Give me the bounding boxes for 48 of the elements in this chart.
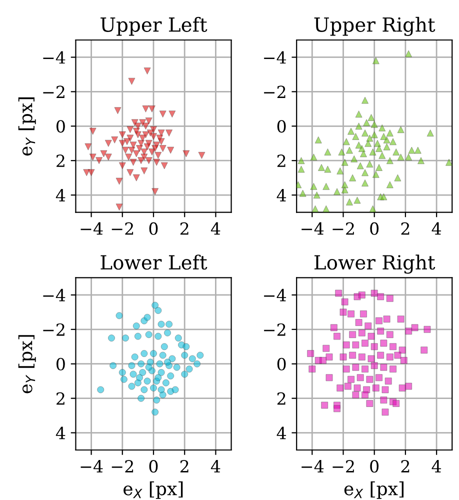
- x-tick-label: 4: [432, 460, 442, 472]
- x-axis-title: e$_{X}$ [px]: [124, 481, 183, 499]
- x-tick-label: −2: [332, 460, 354, 472]
- x-tick-label: 2: [180, 222, 188, 235]
- x-tick-label: 4: [210, 460, 220, 472]
- chart-title: Lower Left: [100, 254, 208, 270]
- x-tick-label: 2: [180, 460, 188, 472]
- x-tick-label: −4: [302, 460, 324, 472]
- y-tick-label: −2: [43, 323, 64, 336]
- x-axis-title: e$_{X}$ [px]: [344, 481, 404, 499]
- x-tick-label: 0: [370, 460, 379, 473]
- x-tick-label: 4: [432, 222, 442, 235]
- chart-title: Lower Right: [314, 254, 436, 274]
- x-tick-label: 0: [370, 222, 379, 235]
- y-tick-label: 4: [276, 189, 286, 202]
- y-axis-title: e$_{Y}$ [px]: [18, 97, 36, 156]
- y-tick-label: −4: [43, 51, 66, 64]
- x-tick-label: −4: [80, 222, 103, 235]
- y-tick-label: 0: [277, 358, 286, 370]
- x-tick-label: 2: [401, 460, 410, 472]
- y-tick-label: −4: [43, 288, 66, 302]
- y-tick-label: −2: [264, 323, 286, 336]
- x-tick-label: 2: [401, 222, 410, 235]
- x-tick-label: −2: [112, 460, 134, 472]
- y-tick-label: −2: [264, 86, 286, 98]
- y-tick-label: 4: [276, 426, 286, 440]
- x-tick-label: 0: [149, 222, 158, 235]
- y-tick-label: 2: [56, 392, 64, 405]
- y-tick-label: 0: [56, 358, 65, 370]
- y-tick-label: −2: [43, 86, 64, 98]
- x-tick-label: −4: [302, 222, 324, 235]
- x-tick-label: 4: [210, 222, 220, 235]
- y-tick-label: 2: [277, 154, 286, 167]
- y-tick-label: 0: [56, 120, 65, 133]
- y-tick-label: −4: [264, 51, 286, 64]
- y-tick-label: 0: [277, 120, 286, 133]
- chart-title: Upper Left: [100, 16, 208, 36]
- x-tick-label: −2: [332, 222, 354, 235]
- y-tick-label: 4: [56, 426, 66, 440]
- x-tick-label: 0: [149, 460, 158, 473]
- y-tick-label: 2: [56, 154, 64, 167]
- x-tick-label: −2: [112, 222, 134, 235]
- chart-title: Upper Right: [314, 16, 436, 36]
- y-tick-label: 4: [56, 189, 66, 202]
- y-axis-title: e$_{Y}$ [px]: [18, 335, 36, 394]
- y-tick-label: −4: [264, 288, 286, 302]
- x-tick-label: −4: [80, 460, 103, 472]
- y-tick-label: 2: [277, 392, 286, 405]
